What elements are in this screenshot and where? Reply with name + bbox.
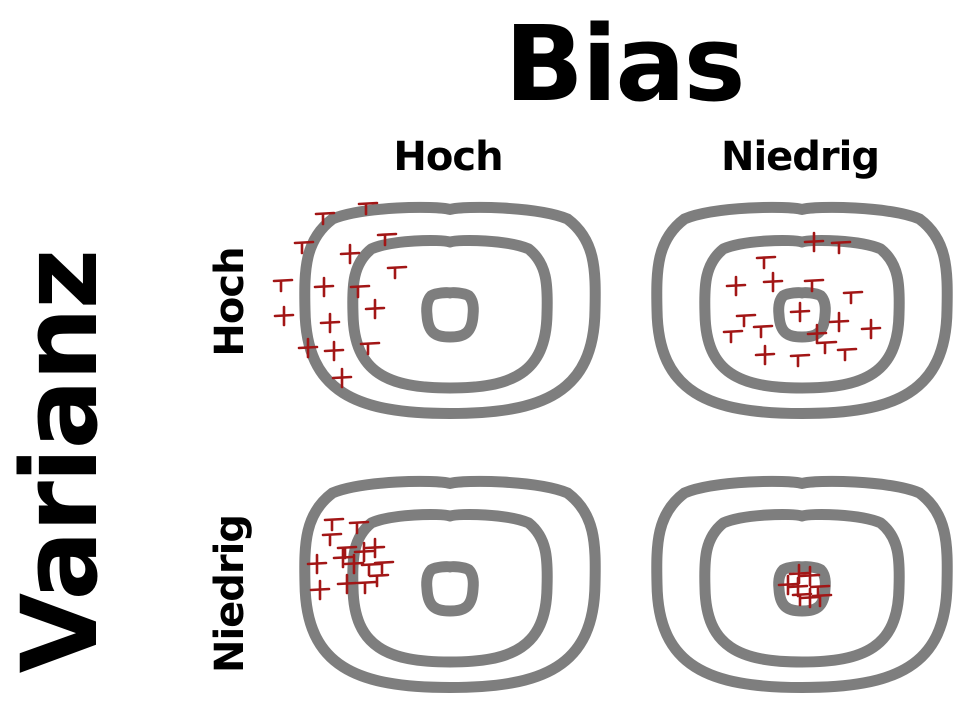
shot-mark [336,573,358,595]
row-label-low-variance: Niedrig [207,515,253,673]
shot-mark [349,284,371,299]
target-low-bias-low-variance [651,475,953,693]
shot-mark [293,240,315,255]
shot-mark [306,553,328,575]
shot-mark [752,324,774,339]
target-rings [651,201,953,419]
shot-mark [332,547,354,569]
shot-mark [319,312,341,334]
shot-mark [313,276,335,298]
outer-ring [299,475,601,693]
shot-mark [836,347,858,362]
shot-mark [799,587,821,609]
shot-mark [803,231,825,253]
shot-mark [830,240,852,255]
shot-mark [297,337,319,359]
shot-mark [799,565,821,587]
shot-mark [803,278,825,293]
shot-mark [722,329,744,344]
shot-mark [755,255,777,270]
shot-mark [725,275,747,297]
shot-mark [860,318,882,340]
target-high-bias-low-variance [299,475,601,693]
shot-mark [356,580,378,595]
shot-mark [735,313,757,328]
middle-ring [347,234,553,394]
shot-mark [353,541,375,563]
shot-mark [777,574,799,596]
shot-marks [306,517,395,601]
outer-ring [299,201,601,419]
middle-ring [699,234,905,394]
shot-mark [331,367,353,389]
shot-mark [364,298,386,320]
bullseye-ring [421,561,479,617]
shot-mark [791,592,813,607]
shot-mark [787,576,809,598]
shot-marks [272,201,408,389]
shot-mark [321,532,343,547]
shot-mark [373,560,395,575]
bias-title: Bias [505,3,744,125]
shot-mark [842,290,864,305]
bullseye-ring [773,287,831,343]
shot-mark [386,265,408,280]
shot-mark [828,311,850,333]
shot-mark [789,301,811,323]
shot-mark [272,278,294,293]
shot-mark [368,573,390,588]
shot-marks [722,231,882,368]
shot-marks [777,563,833,609]
outer-ring [651,475,953,693]
target-rings [299,201,601,419]
shot-mark [376,232,398,247]
shot-mark [273,305,295,327]
target-low-bias-high-variance [651,201,953,419]
varianz-title: Varianz [0,251,121,674]
shot-mark [357,201,379,216]
middle-ring [347,508,553,668]
shot-mark [806,323,828,345]
target-rings [651,475,953,693]
shot-mark [762,271,784,293]
bullseye-ring [421,287,479,343]
shot-mark [348,520,370,535]
column-label-low-bias: Niedrig [721,134,879,180]
bullseye-ring [773,561,831,617]
middle-ring [699,508,905,668]
target-rings [299,475,601,693]
shot-mark [309,579,331,601]
row-label-high-variance: Hoch [207,247,253,356]
shot-mark [360,562,382,577]
shot-mark [789,353,811,368]
shot-mark [754,344,776,366]
outer-ring [651,201,953,419]
shot-mark [343,553,365,575]
target-high-bias-high-variance [272,201,601,419]
shot-mark [364,537,386,559]
shot-mark [323,517,345,532]
shot-mark [323,340,345,362]
shot-mark [359,341,381,356]
shot-mark [816,340,838,355]
shot-mark [314,211,336,226]
shot-mark [339,243,361,265]
column-label-high-bias: Hoch [393,134,502,180]
